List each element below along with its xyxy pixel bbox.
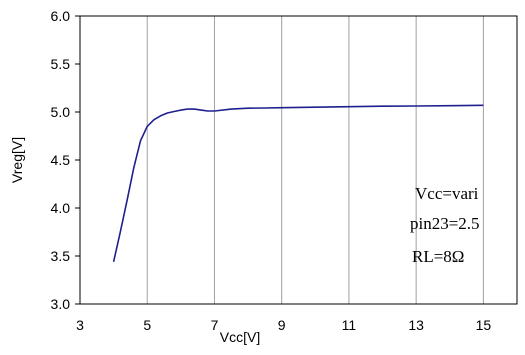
x-tick-label-3: 3 [76,317,84,333]
y-axis-title: Vreg[V] [9,137,25,183]
y-tick-label-3.5: 3.5 [51,248,71,264]
x-tick-label-7: 7 [211,317,219,333]
x-tick-label-5: 5 [143,317,151,333]
series-layer [112,104,484,262]
x-tick-label-13: 13 [408,317,424,333]
x-tick-label-9: 9 [278,317,286,333]
y-tick-label-4.5: 4.5 [51,152,71,168]
series-line-0 [112,104,484,262]
y-axis-ticks: 3.0 3.5 4.0 4.5 5.0 5.5 6.0 [51,8,80,312]
annotation-pin23: pin23=2.5 [410,214,480,233]
x-axis-ticks: 3 5 7 9 11 13 15 [76,317,491,333]
annotation-vcc: Vcc=vari [415,184,479,203]
x-tick-label-15: 15 [476,317,492,333]
annotation-rl: RL=8Ω [412,247,464,266]
x-axis-title: Vcc[V] [220,329,260,345]
y-tick-label-6: 6.0 [51,8,71,24]
y-tick-label-5.5: 5.5 [51,56,71,72]
x-tick-label-11: 11 [342,317,357,333]
y-tick-label-5: 5.0 [51,104,71,120]
grid [146,16,484,304]
y-tick-label-3: 3.0 [51,296,71,312]
y-tick-label-4: 4.0 [51,200,71,216]
